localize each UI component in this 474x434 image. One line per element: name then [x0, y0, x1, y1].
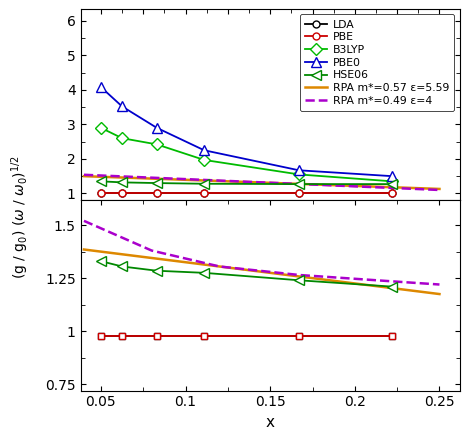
Text: (g / g$_0$) ($\omega$ / $\omega_0$)$^{1/2}$: (g / g$_0$) ($\omega$ / $\omega_0$)$^{1/… [9, 155, 31, 279]
Legend: LDA, PBE, B3LYP, PBE0, HSE06, RPA m*=0.57 ε=5.59, RPA m*=0.49 ε=4: LDA, PBE, B3LYP, PBE0, HSE06, RPA m*=0.5… [300, 14, 455, 111]
X-axis label: x: x [266, 415, 274, 430]
